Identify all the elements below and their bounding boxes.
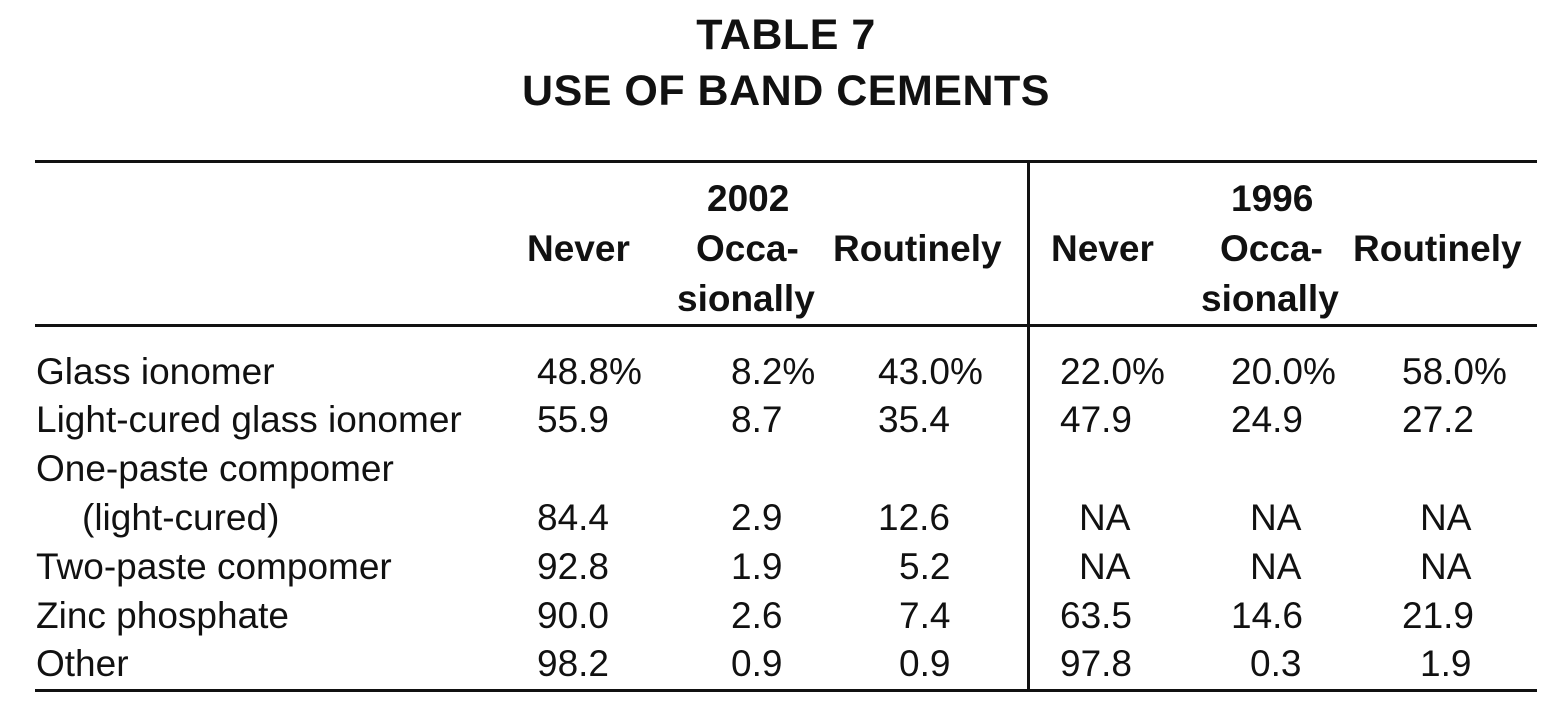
col-header-2002-routinely: Routinely: [833, 228, 1002, 269]
table-cell: 22.0%: [1060, 351, 1165, 392]
col-header-1996-never: Never: [1051, 228, 1154, 269]
table-cell: 0.9: [899, 643, 951, 684]
col-header-2002-occasionally-2: sionally: [677, 278, 815, 319]
table-cell: 27.2: [1402, 399, 1475, 440]
table-cell: NA: [1250, 497, 1302, 538]
group-divider: [1027, 162, 1030, 690]
col-header-2002-never: Never: [527, 228, 630, 269]
table-cell: 21.9: [1402, 595, 1475, 636]
table-cell: 55.9: [537, 399, 610, 440]
table-cell: 58.0%: [1402, 351, 1507, 392]
table-cell: 43.0%: [878, 351, 983, 392]
table-cell: 8.2%: [731, 351, 816, 392]
year-2002-header: 2002: [707, 178, 790, 219]
table-cell: 0.9: [731, 643, 783, 684]
table-cell: 7.4: [899, 595, 951, 636]
table-cell: 90.0: [537, 595, 610, 636]
row-label-one-paste-compomer-sub: (light-cured): [82, 497, 280, 538]
table-cell: NA: [1079, 497, 1131, 538]
table-cell: NA: [1420, 546, 1472, 587]
row-label-other: Other: [36, 643, 129, 684]
table-cell: 84.4: [537, 497, 610, 538]
table-title: TABLE 7: [696, 11, 876, 59]
table-cell: NA: [1079, 546, 1131, 587]
row-label-light-cured-glass-ionomer: Light-cured glass ionomer: [36, 399, 462, 440]
row-label-one-paste-compomer: One-paste compomer: [36, 448, 394, 489]
table-cell: 12.6: [878, 497, 951, 538]
table-cell: 97.8: [1060, 643, 1133, 684]
table-cell: 14.6: [1231, 595, 1304, 636]
table-cell: 8.7: [731, 399, 783, 440]
header-rule: [35, 324, 1537, 327]
table-cell: 0.3: [1250, 643, 1302, 684]
table-cell: 63.5: [1060, 595, 1133, 636]
table-cell: 2.6: [731, 595, 783, 636]
table-cell: NA: [1420, 497, 1472, 538]
table-cell: 48.8%: [537, 351, 642, 392]
table-cell: 20.0%: [1231, 351, 1336, 392]
table-cell: 35.4: [878, 399, 951, 440]
col-header-1996-routinely: Routinely: [1353, 228, 1522, 269]
table-cell: 1.9: [731, 546, 783, 587]
table-cell: 1.9: [1420, 643, 1472, 684]
table-cell: 98.2: [537, 643, 610, 684]
table-cell: 47.9: [1060, 399, 1133, 440]
row-label-zinc-phosphate: Zinc phosphate: [36, 595, 290, 636]
row-label-two-paste-compomer: Two-paste compomer: [36, 546, 392, 587]
col-header-1996-occasionally-1: Occa-: [1220, 228, 1323, 269]
table-cell: 2.9: [731, 497, 783, 538]
table-cell: 5.2: [899, 546, 951, 587]
col-header-2002-occasionally-1: Occa-: [696, 228, 799, 269]
table-subtitle: USE OF BAND CEMENTS: [522, 67, 1050, 115]
year-1996-header: 1996: [1231, 178, 1314, 219]
table-cell: 24.9: [1231, 399, 1304, 440]
bottom-rule: [35, 689, 1537, 692]
table-cell: NA: [1250, 546, 1302, 587]
table-cell: 92.8: [537, 546, 610, 587]
row-label-glass-ionomer: Glass ionomer: [36, 351, 275, 392]
col-header-1996-occasionally-2: sionally: [1201, 278, 1339, 319]
top-rule: [35, 160, 1537, 163]
